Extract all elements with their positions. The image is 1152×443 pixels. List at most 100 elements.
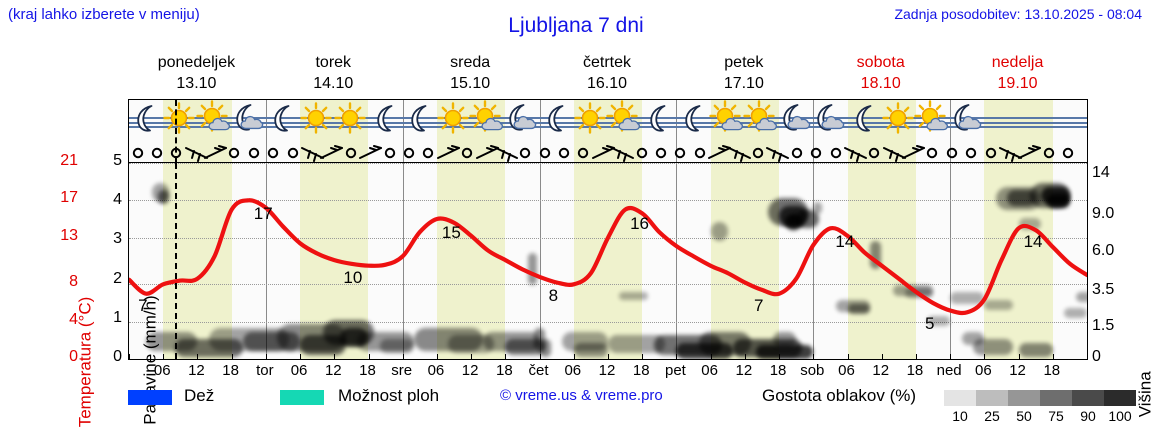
wind-barb-icon [1012, 144, 1046, 162]
x-tick-label: čet [528, 362, 549, 379]
x-tick-label: 06 [290, 362, 308, 379]
temperature-value-label: 17 [253, 204, 273, 224]
moon-icon [370, 102, 402, 134]
calm-wind-icon [217, 144, 251, 162]
weather-icon-moon [848, 102, 882, 136]
cloud-icon [721, 116, 743, 131]
moon-icon [404, 102, 436, 134]
x-tick-mark [505, 354, 507, 359]
day-date: 13.10 [176, 75, 217, 92]
cloud-density-blob [984, 300, 1013, 310]
calm-wind-icon [547, 144, 581, 162]
x-tick-mark [539, 354, 541, 359]
day-name: ponedeljek [157, 54, 236, 71]
calm-wind-icon [450, 144, 484, 162]
weather-icon-sun-cloud [709, 100, 745, 136]
cloud-density-blob [528, 253, 538, 285]
x-tick-mark [642, 354, 644, 359]
gridline [129, 284, 1087, 286]
day-separator [950, 100, 952, 162]
temperature-value-label: 10 [343, 267, 363, 287]
calm-wind-icon [799, 144, 833, 162]
wind-barb-icon [431, 144, 465, 162]
cloud-height-tick-label: 6.0 [1092, 242, 1115, 260]
day-separator [813, 100, 815, 162]
wind-barb-icon [760, 144, 794, 162]
x-tick-mark [300, 354, 302, 359]
calm-wind-icon [935, 144, 969, 162]
copyright-link[interactable]: © vreme.us & vreme.pro [500, 387, 663, 404]
density-swatch [1040, 390, 1072, 406]
wind-barb-icon [722, 144, 756, 162]
temperature-value-label: 14 [835, 232, 855, 252]
cloud-density-blob [796, 210, 819, 228]
density-scale-label: 25 [984, 408, 1000, 424]
sun-icon [300, 102, 332, 134]
x-tick-label: 06 [153, 362, 171, 379]
day-name: nedelja [991, 54, 1044, 71]
cloud-icon [821, 114, 845, 130]
density-swatch [1008, 390, 1040, 406]
weather-icon-sun-cloud [743, 100, 779, 136]
daylight-band [847, 163, 916, 359]
x-tick-mark [231, 354, 233, 359]
moon-icon [810, 101, 842, 133]
x-tick-mark [129, 354, 130, 359]
x-tick-label: ned [936, 362, 962, 379]
weather-icon-moon-cloud [813, 102, 847, 136]
x-tick-mark [197, 354, 199, 359]
precipitation-tick-label: 0 [113, 348, 122, 365]
temperature-tick-label: 8 [69, 273, 78, 291]
weather-icon-moon [642, 102, 676, 136]
calm-wind-icon [1051, 144, 1085, 162]
cloud-density-blob [608, 335, 666, 354]
wind-barb-icon [838, 144, 872, 162]
calm-wind-icon [129, 144, 155, 162]
daylight-band [710, 163, 780, 359]
cloud-height-tick-label: 9.0 [1092, 204, 1115, 222]
temperature-tick-label: 4 [69, 310, 78, 328]
moon-icon [541, 102, 573, 134]
current-time-marker [175, 163, 178, 359]
weather-icon-moon-cloud [950, 102, 984, 136]
cloud-density-blob [619, 292, 648, 301]
cloud-icon [240, 114, 264, 130]
day-name: sobota [856, 54, 905, 71]
calm-wind-icon [954, 144, 988, 162]
wind-barb-icon [179, 144, 213, 162]
calm-wind-icon [373, 144, 407, 162]
calm-wind-icon [256, 144, 290, 162]
day-name: sreda [450, 54, 491, 71]
x-tick-mark [950, 354, 952, 359]
x-tick-mark [402, 354, 404, 359]
cloud-density-blob [1064, 308, 1087, 318]
moon-icon [947, 101, 979, 133]
x-tick-label: 12 [324, 362, 342, 379]
weather-icon-sun [437, 102, 471, 136]
sun-icon [882, 102, 914, 134]
day-header-ponedeljek: ponedeljek 13.10 [128, 52, 265, 94]
daylight-band [436, 163, 506, 359]
weather-icon-moon-cloud [779, 102, 813, 136]
moon-icon [130, 102, 162, 134]
day-separator [813, 163, 815, 359]
cloud-density-blob [505, 339, 546, 356]
temperature-tick-label: 21 [60, 152, 78, 169]
cloud-density-blob [562, 331, 608, 352]
cloud-icon [618, 116, 641, 131]
cloud-density-blob [533, 327, 546, 352]
sun-icon [163, 102, 196, 134]
density-scale-label: 100 [1108, 408, 1132, 424]
x-tick-mark [436, 354, 438, 359]
sun-icon [334, 102, 367, 134]
calm-wind-icon [857, 144, 891, 162]
cloud-density-blob [1018, 343, 1053, 358]
cloud-height-tick-label: 14 [1092, 163, 1110, 181]
x-tick-mark [471, 354, 473, 359]
cloud-icon [481, 116, 504, 131]
wind-barb-icon [489, 144, 523, 162]
legend-label-shower: Možnost ploh [338, 386, 440, 405]
precipitation-tick-label: 3 [113, 230, 122, 248]
x-tick-label: 18 [359, 362, 376, 379]
cloud-density-blob [756, 345, 814, 359]
